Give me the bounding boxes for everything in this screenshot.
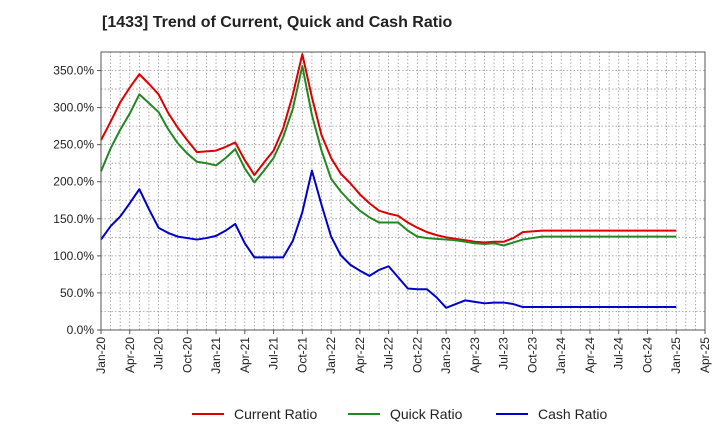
x-tick-label: Jan-21 [209, 337, 223, 374]
axis-layer: 0.0% 50.0% 100.0% 150.0% 200.0% 250.0% 300.0% 3… [53, 51, 712, 374]
x-tick-label: Apr-23 [468, 337, 482, 373]
legend-label-cash-ratio: Cash Ratio [538, 406, 607, 422]
x-tick-label: Jan-20 [94, 337, 108, 374]
x-tick-label: Jul-20 [152, 337, 166, 370]
series-layer [100, 53, 677, 309]
x-tick-label: Jan-25 [669, 337, 683, 374]
x-tick-label: Apr-25 [698, 337, 712, 373]
current-ratio-line [100, 53, 677, 244]
y-tick-label: 250.0% [53, 138, 94, 152]
cash-ratio-line [100, 169, 677, 309]
x-tick-label: Oct-20 [180, 337, 194, 373]
x-tick-label: Apr-20 [123, 337, 137, 373]
x-tick-label: Jan-23 [439, 337, 453, 374]
y-tick-label: 100.0% [53, 249, 94, 263]
x-tick-label: Jul-21 [267, 337, 281, 370]
y-tick-label: 50.0% [60, 286, 94, 300]
quick-ratio-line [100, 65, 677, 247]
grid-layer [100, 51, 706, 331]
x-tick-label: Jul-23 [497, 337, 511, 370]
x-tick-label: Apr-21 [238, 337, 252, 373]
y-tick-label: 200.0% [53, 175, 94, 189]
y-tick-label: 0.0% [67, 323, 95, 337]
x-tick-label: Oct-22 [410, 337, 424, 373]
x-tick-label: Jan-24 [554, 337, 568, 374]
chart-title: [1433] Trend of Current, Quick and Cash … [102, 14, 453, 31]
x-tick-label: Jan-22 [324, 337, 338, 374]
y-tick-label: 350.0% [53, 64, 94, 78]
x-tick-label: Apr-24 [583, 337, 597, 373]
legend-label-current-ratio: Current Ratio [234, 406, 317, 422]
plot-frame [100, 51, 706, 331]
y-tick-label: 300.0% [53, 101, 94, 115]
x-tick-label: Apr-22 [353, 337, 367, 373]
legend-layer: Current Ratio Quick Ratio Cash Ratio [192, 406, 607, 422]
x-tick-label: Oct-23 [525, 337, 539, 373]
legend-label-quick-ratio: Quick Ratio [390, 406, 463, 422]
x-tick-label: Jul-24 [612, 337, 626, 370]
x-tick-label: Jul-22 [382, 337, 396, 370]
x-tick-label: Oct-24 [640, 337, 654, 373]
x-tick-label: Oct-21 [295, 337, 309, 373]
y-tick-label: 150.0% [53, 212, 94, 226]
